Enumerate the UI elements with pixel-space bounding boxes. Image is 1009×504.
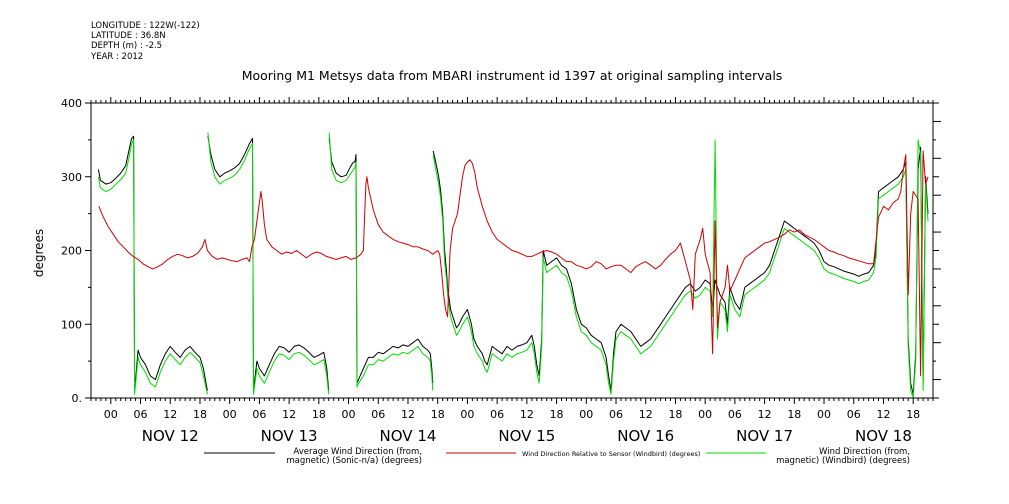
meta-year: YEAR : 2012	[91, 51, 144, 62]
series-0-line-0	[97, 135, 208, 392]
chart-title: Mooring M1 Metsys data from MBARI instru…	[242, 68, 783, 83]
x-tick-label: 18	[668, 408, 682, 421]
legend-label-2: Wind Direction (from, magnetic) (Windbird…	[776, 447, 910, 466]
y-axis-label: degrees	[32, 229, 46, 277]
x-tick-label: 12	[639, 408, 653, 421]
x-tick-label: 12	[401, 408, 415, 421]
x-tick-label: 12	[520, 408, 534, 421]
x-tick-label: 06	[847, 408, 861, 421]
legend-label-line2: magnetic) (Windbird) (degrees)	[776, 456, 910, 466]
x-tick-label: 18	[550, 408, 564, 421]
y-tick-label-0: 0.	[72, 392, 83, 405]
series-1	[98, 150, 929, 377]
legend-label-line1: Wind Direction (from,	[819, 447, 910, 457]
y-tick-label-2: 200	[61, 245, 82, 258]
x-tick-label: 00	[104, 408, 118, 421]
x-tick-label: 06	[728, 408, 742, 421]
legend-label-line1: Average Wind Direction (from,	[293, 447, 422, 457]
x-tick-label: 06	[252, 408, 266, 421]
series-0-line-3	[432, 146, 929, 395]
series-layer	[97, 132, 929, 399]
series-1-line-0	[98, 150, 929, 377]
series-0	[97, 135, 929, 395]
x-tick-label: 18	[906, 408, 920, 421]
x-tick-label: 06	[490, 408, 504, 421]
series-2-line-1	[207, 132, 330, 395]
axes-layer: 0. 100 200 300 400 00 06 12 18 00 06 12 18 00 06 12 18 00…	[61, 97, 941, 445]
day-label-6: NOV 18	[855, 427, 912, 445]
series-2-line-3	[432, 139, 929, 399]
x-tick-label: 12	[876, 408, 890, 421]
x-tick-label: 00	[223, 408, 237, 421]
day-label-1: NOV 13	[261, 427, 318, 445]
x-tick-label: 06	[609, 408, 623, 421]
series-2	[97, 132, 929, 399]
x-tick-label: 00	[817, 408, 831, 421]
legend: Average Wind Direction (from, magnetic) (…	[204, 447, 910, 466]
day-label-0: NOV 12	[142, 427, 199, 445]
x-tick-label: 00	[698, 408, 712, 421]
x-tick-label: 00	[579, 408, 593, 421]
legend-label-0: Average Wind Direction (from, magnetic) (…	[286, 447, 422, 466]
y-tick-label-3: 300	[61, 171, 82, 184]
meta-depth: DEPTH (m) : -2.5	[91, 41, 163, 52]
meta-latitude: LATITUDE : 36.8N	[91, 31, 166, 42]
meta-longitude: LONGITUDE : 122W(-122)	[91, 21, 200, 31]
series-0-line-1	[207, 136, 330, 392]
y-tick-label-4: 400	[61, 97, 82, 110]
x-tick-label: 00	[342, 408, 356, 421]
x-tick-label: 12	[758, 408, 772, 421]
x-tick-label: 18	[312, 408, 326, 421]
series-0-line-2	[328, 138, 434, 384]
series-2-line-0	[97, 139, 208, 395]
day-label-3: NOV 15	[498, 427, 555, 445]
legend-label-1: Wind Direction Relative to Sensor (Windb…	[522, 450, 700, 458]
x-tick-label: 18	[787, 408, 801, 421]
day-label-5: NOV 17	[736, 427, 793, 445]
x-tick-label: 06	[371, 408, 385, 421]
day-label-4: NOV 16	[617, 427, 674, 445]
metadata-block: LONGITUDE : 122W(-122) LATITUDE : 36.8N …	[91, 21, 200, 62]
y-tick-label-1: 100	[61, 318, 82, 331]
x-tick-label: 12	[282, 408, 296, 421]
x-tick-label: 18	[193, 408, 207, 421]
series-2-line-2	[328, 132, 434, 391]
x-tick-label: 06	[134, 408, 148, 421]
legend-label-line2: magnetic) (Sonic-n/a) (degrees)	[286, 456, 422, 466]
day-label-2: NOV 14	[380, 427, 437, 445]
x-tick-label: 18	[431, 408, 445, 421]
x-tick-label: 00	[460, 408, 474, 421]
x-tick-label: 12	[163, 408, 177, 421]
